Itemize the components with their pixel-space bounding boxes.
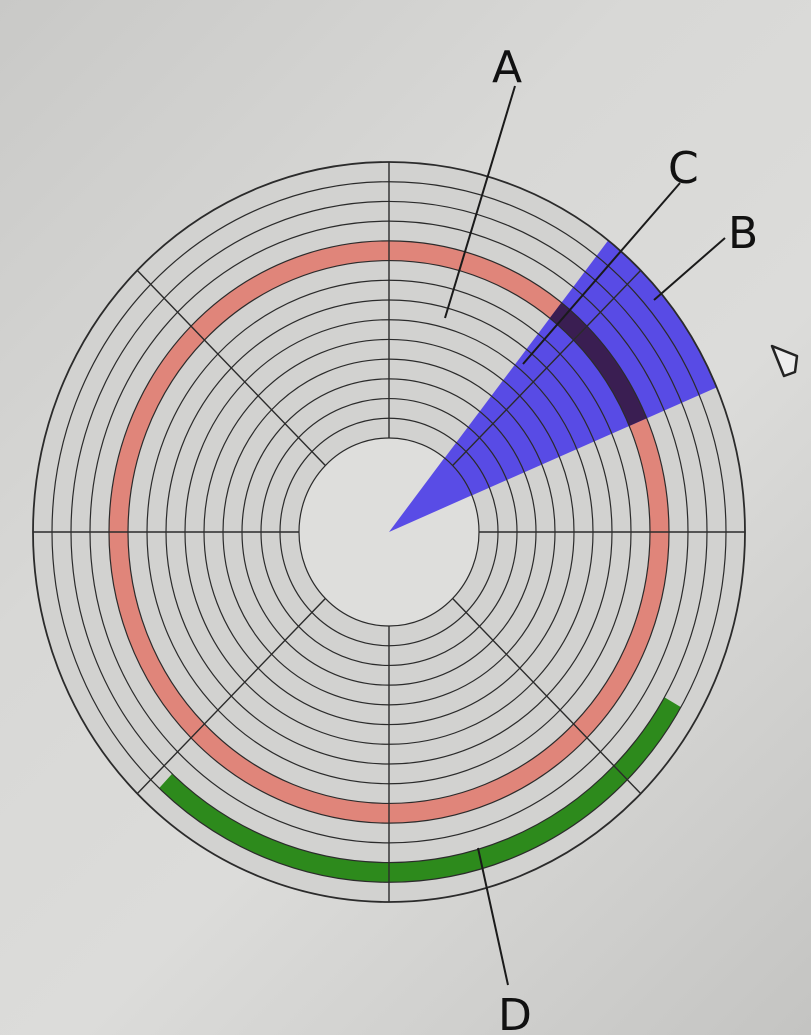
label-d: D	[498, 990, 532, 1035]
cluster-highlight	[159, 697, 681, 883]
track-boundary	[165, 299, 613, 765]
track-boundary	[184, 319, 594, 745]
label-c: C	[668, 143, 699, 194]
track-boundary	[51, 181, 727, 883]
track-boundary	[298, 437, 480, 627]
leader-line-d	[477, 847, 509, 986]
track-sector-highlight	[549, 302, 647, 426]
track-boundary	[70, 200, 708, 864]
track-boundary	[127, 259, 651, 805]
label-b: B	[728, 208, 758, 259]
leader-line-b	[653, 237, 726, 301]
track-boundary	[279, 417, 499, 647]
sector-highlight-tip	[389, 457, 472, 532]
cursor-pointer-icon	[770, 344, 799, 378]
label-a: A	[492, 42, 522, 93]
track-boundary	[108, 240, 670, 824]
leader-line-a	[444, 85, 516, 319]
disk-layer	[32, 161, 746, 903]
track-boundary	[32, 161, 746, 903]
track-boundary	[241, 378, 537, 686]
track-boundary	[146, 279, 632, 785]
track-boundary	[89, 220, 689, 844]
track-boundary	[222, 358, 556, 706]
track-boundary	[260, 397, 518, 667]
sector-highlight	[389, 240, 717, 532]
leader-line-c	[522, 182, 681, 365]
track-boundary	[203, 338, 575, 726]
